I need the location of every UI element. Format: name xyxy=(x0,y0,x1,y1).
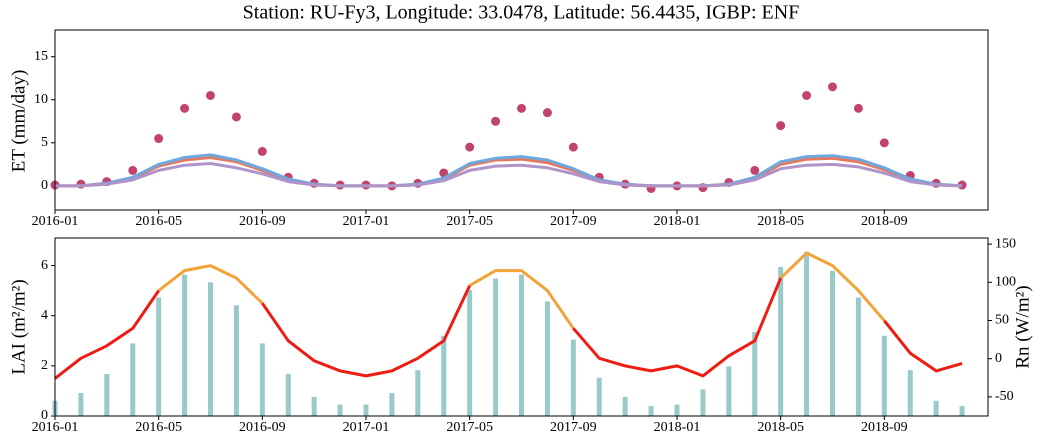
chart-title: Station: RU-Fy3, Longitude: 33.0478, Lat… xyxy=(243,2,800,24)
scatter-point xyxy=(517,103,526,113)
bar xyxy=(596,377,602,416)
y2-tick-label: 150 xyxy=(995,236,1016,251)
bar xyxy=(337,404,343,416)
y-tick-label: 4 xyxy=(41,308,48,323)
scatter-point xyxy=(568,142,578,152)
x-tick-label: 2016-09 xyxy=(239,420,286,435)
plot-frame xyxy=(54,29,989,211)
bar xyxy=(233,305,239,416)
bar xyxy=(467,289,473,416)
bar xyxy=(389,393,395,416)
scatter-point xyxy=(206,90,215,100)
bar xyxy=(441,335,447,416)
bar xyxy=(933,400,939,416)
x-tick-label: 2016-05 xyxy=(135,214,182,229)
y-tick-label: 2 xyxy=(41,358,48,373)
x-tick-label: 2017-01 xyxy=(343,214,390,229)
y-tick-label: 10 xyxy=(34,92,48,107)
bar xyxy=(78,393,84,416)
bar xyxy=(570,339,576,416)
x-tick-label: 2018-05 xyxy=(757,420,804,435)
bar xyxy=(830,270,835,416)
y2-axis-label: Rn (W/m²) xyxy=(1012,285,1033,368)
bar xyxy=(544,301,550,416)
scatter-point xyxy=(257,146,267,156)
scatter-point xyxy=(828,82,837,92)
scatter-point xyxy=(154,134,164,144)
scatter-point xyxy=(750,165,760,175)
bar xyxy=(493,278,499,416)
y-tick-label: 5 xyxy=(41,135,48,150)
scatter-point xyxy=(802,90,812,100)
scatter-point xyxy=(128,165,138,175)
x-tick-label: 2018-09 xyxy=(861,214,908,229)
scatter-point xyxy=(542,108,552,118)
bar xyxy=(907,370,913,416)
y-tick-label: 6 xyxy=(41,258,48,273)
x-tick-label: 2017-05 xyxy=(446,420,493,435)
line xyxy=(157,251,886,330)
line xyxy=(54,277,963,380)
bar xyxy=(804,251,810,416)
bar xyxy=(648,406,654,416)
x-tick-label: 2018-09 xyxy=(861,420,908,435)
bar xyxy=(311,396,317,416)
x-tick-label: 2017-09 xyxy=(550,420,597,435)
y-tick-label: 15 xyxy=(34,49,48,64)
bar xyxy=(674,404,680,416)
line xyxy=(55,153,963,188)
bar xyxy=(104,373,110,416)
x-tick-label: 2017-01 xyxy=(343,420,390,435)
bar xyxy=(363,404,369,416)
bar xyxy=(415,370,421,416)
scatter-point xyxy=(776,121,786,131)
bar xyxy=(208,282,213,416)
bar xyxy=(285,373,291,416)
bar xyxy=(259,343,265,416)
y-axis-label: ET (mm/day) xyxy=(8,70,29,173)
x-tick-label: 2018-01 xyxy=(654,214,701,229)
bar xyxy=(881,335,887,416)
x-tick-label: 2017-09 xyxy=(550,214,597,229)
x-tick-label: 2018-01 xyxy=(654,420,701,435)
bar xyxy=(700,389,706,416)
bar xyxy=(752,331,758,416)
bar xyxy=(622,396,628,416)
bar xyxy=(130,343,136,416)
bar xyxy=(156,297,162,416)
x-tick-label: 2016-01 xyxy=(32,420,79,435)
scatter-point xyxy=(465,142,475,152)
y-tick-label: 0 xyxy=(41,178,48,193)
scatter-point xyxy=(231,112,241,122)
bar xyxy=(519,274,524,416)
x-tick-label: 2016-01 xyxy=(32,214,79,229)
plot-frame xyxy=(54,237,989,417)
x-tick-label: 2018-05 xyxy=(757,214,804,229)
scatter-point xyxy=(879,138,889,148)
bar xyxy=(959,406,965,416)
bar xyxy=(778,267,784,416)
x-tick-label: 2017-05 xyxy=(446,214,493,229)
y2-tick-label: -50 xyxy=(995,389,1014,404)
y2-tick-label: 100 xyxy=(995,275,1016,290)
line xyxy=(55,162,963,188)
y2-tick-label: 0 xyxy=(995,351,1002,366)
scatter-point xyxy=(180,103,190,113)
bar xyxy=(855,297,861,416)
scatter-point xyxy=(491,116,501,126)
scatter-point xyxy=(853,103,863,113)
y-axis-label: LAI (m²/m²) xyxy=(8,279,29,374)
y2-tick-label: 50 xyxy=(995,313,1009,328)
x-tick-label: 2016-05 xyxy=(135,420,182,435)
line xyxy=(55,156,963,188)
y-tick-label: 0 xyxy=(41,408,48,423)
x-tick-label: 2016-09 xyxy=(239,214,286,229)
bar xyxy=(182,274,188,416)
bar xyxy=(726,366,732,416)
